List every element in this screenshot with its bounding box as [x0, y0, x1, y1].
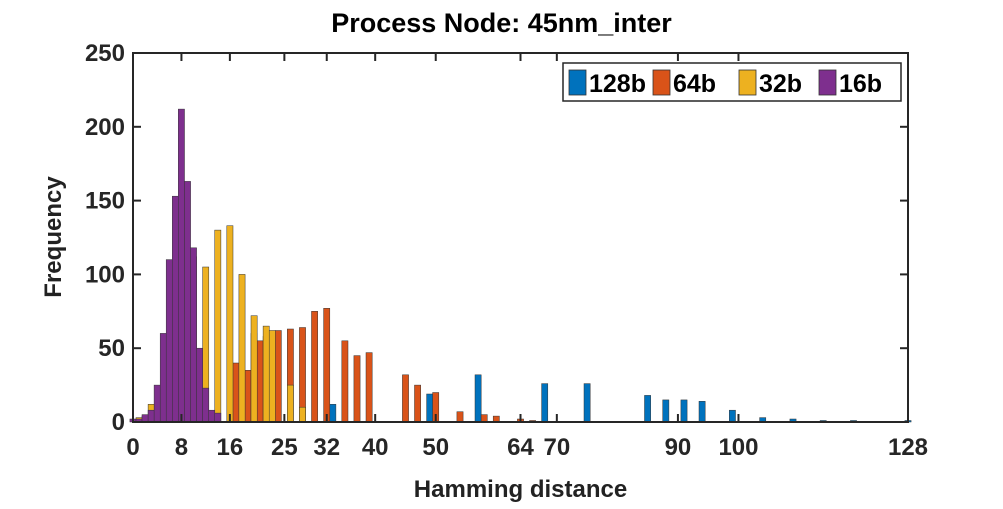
bar-64b: [456, 411, 464, 423]
x-tick-label: 40: [362, 434, 389, 461]
bar-64b: [256, 340, 264, 423]
x-tick-label: 90: [665, 434, 692, 461]
x-tick-label: 0: [126, 434, 139, 461]
bar-128b: [329, 404, 337, 423]
bar-32b: [262, 325, 270, 423]
bar-64b: [232, 362, 240, 423]
bar-16b: [141, 414, 149, 423]
y-tick-label: 200: [85, 114, 125, 141]
x-tick-label: 70: [543, 434, 570, 461]
bar-64b: [323, 308, 331, 423]
bar-32b: [238, 274, 246, 423]
x-tick-label: 50: [422, 434, 449, 461]
plot-frame: [132, 52, 909, 423]
y-tick-label: 100: [85, 261, 125, 288]
bar-16b: [178, 108, 185, 423]
x-tick-label: 16: [217, 434, 244, 461]
bar-128b: [662, 399, 670, 423]
bar-64b: [480, 414, 488, 423]
y-tick-label: 0: [112, 409, 125, 436]
x-axis-label: Hamming distance: [413, 476, 628, 503]
series-128b: [238, 374, 912, 423]
legend-label: 128b: [589, 70, 646, 98]
bar-16b: [159, 333, 167, 423]
y-tick-label: 50: [98, 335, 125, 362]
bar-128b: [729, 409, 736, 423]
bar-64b: [311, 311, 318, 423]
bar-16b: [214, 412, 222, 423]
bar-128b: [644, 395, 651, 423]
legend-swatch: [818, 69, 837, 96]
legend-swatch: [568, 69, 587, 96]
y-axis-label: Frequency: [40, 176, 67, 298]
bar-64b: [353, 355, 361, 423]
bar-32b: [299, 406, 306, 423]
bar-32b: [214, 229, 222, 423]
bar-64b: [274, 330, 282, 423]
bar-16b: [184, 181, 191, 423]
bar-64b: [365, 352, 373, 423]
bar-64b: [414, 384, 421, 423]
bar-32b: [268, 330, 276, 423]
bar-16b: [147, 409, 155, 423]
x-tick-label: 64: [507, 434, 534, 461]
bar-128b: [680, 399, 688, 423]
x-tick-label: 100: [718, 434, 758, 461]
y-tick-label: 250: [85, 40, 125, 67]
bar-32b: [226, 225, 234, 423]
bar-128b: [583, 383, 591, 423]
legend-label: 16b: [839, 70, 882, 98]
bar-16b: [165, 259, 173, 423]
bar-16b: [190, 247, 197, 423]
x-tick-label: 128: [888, 434, 928, 461]
chart-title: Process Node: 45nm_inter: [331, 8, 672, 38]
bar-32b: [287, 384, 294, 423]
bar-64b: [402, 374, 409, 423]
bar-64b: [244, 370, 252, 423]
legend-label: 64b: [673, 70, 716, 98]
bar-16b: [196, 347, 203, 423]
chart-marks: [129, 108, 912, 423]
chart-axes: 0 50 100 150 200 250 0 8 16 25 32 40 50 64 70 90 100 128: [85, 40, 928, 461]
bar-128b: [426, 393, 434, 423]
legend-swatch: [738, 69, 757, 96]
bar-16b: [208, 409, 216, 423]
y-tick-label: 150: [85, 188, 125, 215]
chart-legend: 128b 64b 32b 16b: [562, 62, 902, 102]
legend-swatch: [652, 69, 671, 96]
series-64b: [232, 308, 536, 423]
bar-64b: [341, 340, 349, 423]
legend-box: [562, 62, 902, 102]
bar-16b: [153, 384, 161, 423]
bar-16b: [202, 387, 210, 423]
bar-128b: [698, 401, 706, 423]
bar-16b: [172, 195, 179, 423]
bar-32b: [250, 315, 258, 423]
bar-128b: [474, 374, 482, 423]
bar-128b: [541, 383, 549, 423]
legend-label: 32b: [759, 70, 802, 98]
x-tick-label: 25: [271, 434, 298, 461]
x-tick-label: 32: [313, 434, 340, 461]
x-tick-label: 8: [175, 434, 188, 461]
